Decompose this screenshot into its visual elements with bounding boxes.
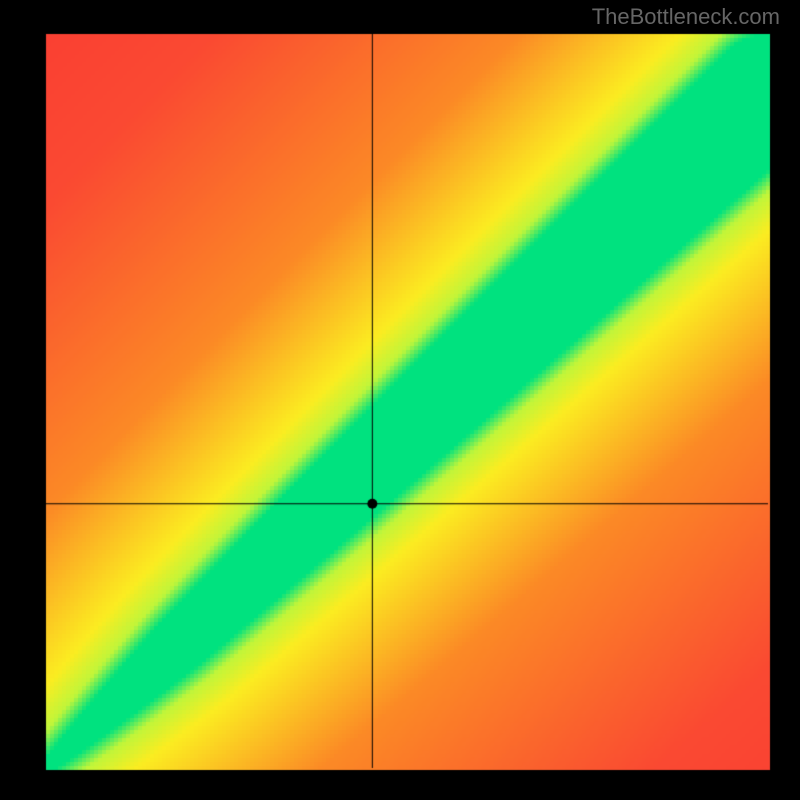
heatmap-canvas <box>0 0 800 800</box>
watermark-text: TheBottleneck.com <box>592 4 780 30</box>
chart-container: TheBottleneck.com <box>0 0 800 800</box>
